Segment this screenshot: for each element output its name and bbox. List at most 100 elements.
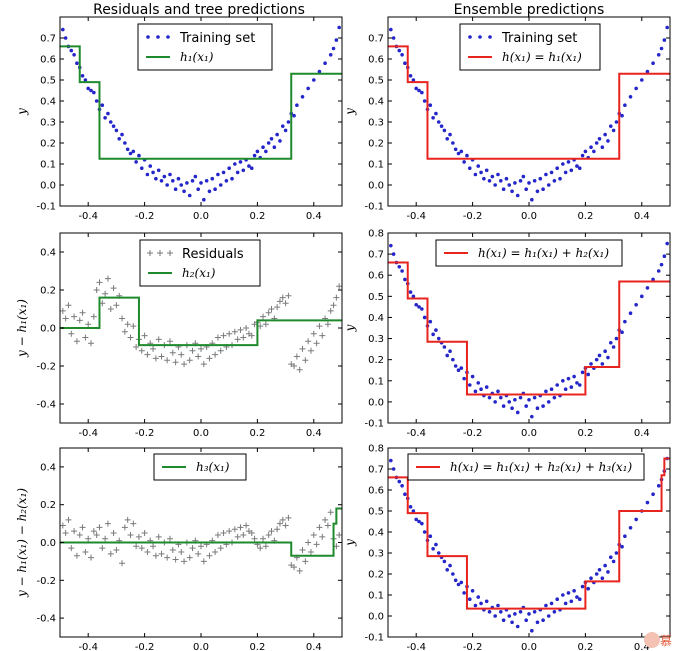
data-point	[389, 27, 393, 32]
data-point	[65, 302, 72, 309]
data-point	[507, 400, 512, 404]
x-tick-label: 0.4	[634, 642, 650, 651]
x-tick-label: -0.2	[463, 642, 483, 651]
prediction-step-line	[388, 261, 670, 396]
data-point	[110, 285, 117, 292]
data-point	[656, 484, 661, 488]
data-point	[552, 395, 557, 400]
data-point	[307, 548, 314, 555]
data-point	[336, 531, 342, 538]
data-point	[600, 145, 605, 149]
data-point	[479, 387, 483, 392]
data-point	[614, 551, 619, 555]
data-point	[487, 179, 492, 183]
data-point	[336, 283, 342, 290]
data-point	[422, 99, 427, 103]
data-point	[262, 321, 269, 328]
data-point	[431, 547, 435, 551]
data-point	[110, 530, 117, 537]
y-tick-label: -0.1	[364, 633, 384, 644]
data-point	[597, 137, 602, 141]
data-point	[216, 172, 220, 177]
data-point	[651, 61, 655, 65]
data-point	[285, 514, 292, 521]
x-tick-label: 0.2	[249, 211, 265, 222]
x-tick-label: 0.2	[577, 211, 593, 222]
data-point	[521, 174, 526, 179]
data-point	[169, 349, 176, 356]
x-tick-label: 0.4	[634, 211, 650, 222]
data-point	[634, 86, 638, 91]
data-point	[234, 336, 241, 343]
data-point	[319, 332, 326, 339]
data-point	[123, 141, 127, 145]
data-point	[569, 385, 574, 389]
y-tick-label: 0.1	[368, 591, 384, 602]
data-point	[451, 572, 455, 576]
watermark-logo: 慕	[644, 632, 672, 648]
y-axis-label: y − h₁(x₁)	[15, 299, 29, 358]
data-point	[185, 181, 189, 185]
data-point	[248, 530, 255, 537]
data-point	[285, 292, 292, 299]
data-point	[620, 330, 624, 335]
data-point	[606, 139, 610, 143]
data-point	[247, 164, 251, 168]
data-point	[414, 517, 419, 522]
data-point	[111, 124, 116, 128]
data-point	[417, 305, 421, 309]
data-point	[139, 166, 144, 170]
data-point	[274, 304, 281, 311]
data-point	[518, 610, 523, 614]
data-point	[532, 610, 537, 614]
data-point	[169, 547, 176, 554]
y-tick-label: 0.6	[40, 55, 56, 66]
x-tick-label: 0.2	[249, 428, 265, 439]
data-point	[510, 620, 514, 625]
data-point	[580, 584, 585, 589]
data-point	[260, 313, 267, 320]
data-point	[72, 53, 76, 57]
data-point	[144, 548, 151, 555]
y-tick-label: 0.6	[368, 486, 384, 497]
data-point	[293, 353, 300, 360]
data-point	[168, 172, 172, 177]
data-point	[148, 164, 153, 168]
data-point	[634, 517, 638, 522]
data-point	[102, 290, 109, 297]
data-point	[391, 252, 396, 256]
data-point	[133, 543, 140, 550]
data-point	[436, 551, 441, 555]
data-point	[422, 315, 427, 320]
data-point	[80, 74, 85, 78]
data-point	[100, 103, 105, 107]
data-point	[442, 128, 447, 133]
data-point	[60, 307, 66, 314]
data-point	[162, 174, 167, 179]
y-tick-label: 0.7	[368, 34, 384, 45]
data-point	[275, 132, 279, 137]
data-point	[202, 197, 206, 202]
data-point	[473, 172, 478, 177]
x-tick-label: 0.0	[193, 428, 209, 439]
data-point	[623, 534, 627, 538]
data-point	[138, 545, 145, 552]
data-point	[291, 564, 298, 571]
data-point	[451, 357, 455, 362]
data-point	[131, 149, 136, 154]
data-point	[121, 524, 128, 531]
data-point	[431, 116, 435, 120]
data-point	[504, 176, 509, 181]
data-point	[572, 374, 576, 379]
data-point	[662, 254, 667, 259]
data-point	[575, 595, 579, 599]
data-point	[501, 618, 506, 622]
y-axis-label: y	[343, 108, 357, 116]
x-tick-label: -0.2	[135, 642, 155, 651]
data-point	[436, 336, 441, 341]
data-point	[453, 364, 458, 368]
y-tick-label: 0.1	[368, 376, 384, 387]
legend-marker	[478, 35, 482, 39]
data-point	[403, 492, 407, 497]
